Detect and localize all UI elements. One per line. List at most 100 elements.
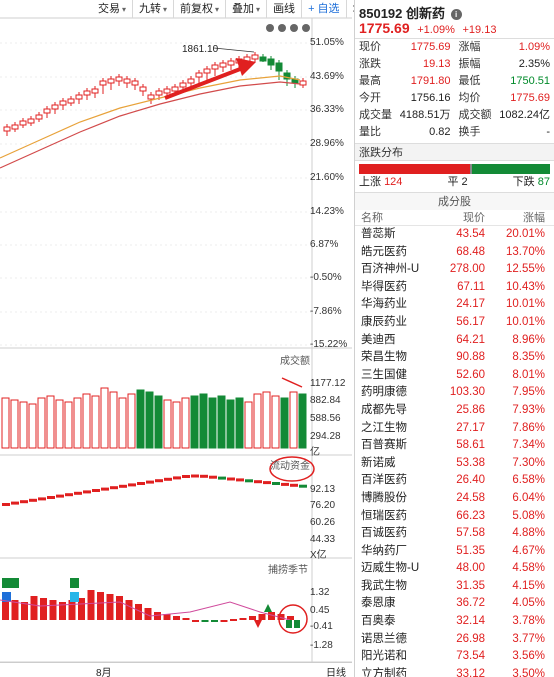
volume-y-tick-label: 1177.12: [310, 378, 346, 389]
constituent-row[interactable]: 华纳药厂 51.35 4.67%: [355, 543, 554, 561]
constituent-row[interactable]: 立方制药 33.12 3.50%: [355, 666, 554, 677]
change-value: +19.13: [462, 24, 497, 36]
flow-step: [74, 491, 82, 495]
constituent-name: 泰恩康: [361, 597, 396, 610]
constituent-name: 迈威生物-U: [361, 562, 420, 575]
constituent-name: 毕得医药: [361, 280, 407, 293]
constituent-change: 4.15%: [512, 579, 545, 592]
candle-body: [203, 68, 211, 74]
constituent-change: 4.67%: [512, 544, 545, 557]
constituent-row[interactable]: 泰恩康 36.72 4.05%: [355, 595, 554, 613]
candle-body: [131, 80, 139, 86]
chart-area[interactable]: 1861.10 交易▾九转▾前复权▾叠加▾画线+ 自选≫ 51.05% 43.69…: [0, 0, 372, 677]
quote-label: 今开: [359, 92, 381, 104]
candle-body: [179, 82, 187, 88]
add-watchlist-button[interactable]: + 自选: [302, 0, 347, 18]
flow-step: [38, 497, 46, 501]
quote-row: 现价 1775.69 涨幅 1.09%: [355, 39, 554, 56]
constituent-row[interactable]: 药明康德 103.30 7.95%: [355, 384, 554, 402]
volume-bar: [280, 397, 289, 449]
flow-y-tick-label: X亿: [310, 550, 327, 561]
constituent-row[interactable]: 成都先导 25.86 7.93%: [355, 402, 554, 420]
constituent-row[interactable]: 新诺威 53.38 7.30%: [355, 455, 554, 473]
candle-body: [67, 98, 75, 104]
col-change[interactable]: 涨幅: [523, 212, 545, 224]
constituent-price: 66.23: [456, 509, 485, 522]
flow-pane-title: 流动资金: [270, 461, 310, 472]
nine-turn-button[interactable]: 九转 ▾: [133, 0, 175, 18]
constituent-row[interactable]: 百济神州-U 278.00 12.55%: [355, 261, 554, 279]
constituent-price: 64.21: [456, 333, 485, 346]
volume-bar: [172, 401, 181, 449]
quote-cell: 现价 1775.69: [355, 39, 455, 56]
col-price[interactable]: 现价: [463, 212, 485, 224]
constituent-row[interactable]: 博腾股份 24.58 6.04%: [355, 490, 554, 508]
constituent-row[interactable]: 百诚医药 57.58 4.88%: [355, 525, 554, 543]
constituent-row[interactable]: 美迪西 64.21 8.96%: [355, 332, 554, 350]
kline-chart-svg[interactable]: 1861.10: [0, 0, 352, 662]
indicator-green-bar: [286, 620, 292, 628]
quote-cell: 振幅 2.35%: [455, 56, 554, 73]
quote-value: 1.09%: [518, 41, 550, 53]
candle-body: [275, 62, 283, 72]
constituent-price: 103.30: [449, 386, 485, 399]
trade-menu[interactable]: 交易 ▾: [92, 0, 134, 18]
flow-step: [209, 475, 217, 479]
indicator-bar: [287, 616, 294, 620]
quote-label: 涨幅: [458, 41, 481, 53]
constituent-row[interactable]: 荣昌生物 90.88 8.35%: [355, 349, 554, 367]
quote-grid: 现价 1775.69 涨幅 1.09% 涨跌 19.13 振幅 2.35% 最高 1791.80 最…: [355, 38, 554, 141]
constituent-price: 48.00: [456, 562, 485, 575]
constituent-row[interactable]: 阳光诺和 73.54 3.56%: [355, 648, 554, 666]
indicator-bar: [201, 620, 209, 622]
constituent-row[interactable]: 之江生物 27.17 7.86%: [355, 420, 554, 438]
constituent-price: 36.72: [456, 597, 485, 610]
constituent-row[interactable]: 华海药业 24.17 10.01%: [355, 296, 554, 314]
draw-line-button[interactable]: 画线: [267, 0, 303, 18]
constituent-name: 诺思兰德: [361, 632, 407, 645]
indicator-bar: [220, 620, 228, 622]
constituent-price: 73.54: [456, 650, 485, 663]
volume-bar: [37, 397, 46, 449]
constituent-row[interactable]: 百普赛斯 58.61 7.34%: [355, 437, 554, 455]
flow-step: [263, 481, 271, 485]
constituent-row[interactable]: 皓元医药 68.48 13.70%: [355, 244, 554, 262]
indicator-highlight-circle: [278, 604, 308, 634]
constituent-row[interactable]: 康辰药业 56.17 10.01%: [355, 314, 554, 332]
flow-step: [173, 476, 181, 480]
constituent-row[interactable]: 普蕊斯 43.54 20.01%: [355, 226, 554, 244]
overlay-menu[interactable]: 叠加 ▾: [226, 0, 268, 18]
quote-value: 1775.69: [410, 41, 451, 53]
candle-body: [299, 80, 307, 86]
constituent-row[interactable]: 三生国健 52.60 8.01%: [355, 367, 554, 385]
constituent-row[interactable]: 百奥泰 32.14 3.78%: [355, 613, 554, 631]
period-label[interactable]: 日线: [326, 668, 346, 677]
col-name[interactable]: 名称: [361, 212, 383, 224]
volume-bar: [109, 391, 118, 449]
volume-bar: [145, 391, 154, 449]
constituent-change: 7.86%: [512, 421, 545, 434]
quote-cell: 涨跌 19.13: [355, 56, 455, 73]
quote-label: 振幅: [458, 58, 481, 70]
constituent-row[interactable]: 毕得医药 67.11 10.43%: [355, 279, 554, 297]
indicator-bar: [21, 602, 28, 620]
constituents-header: 成分股: [355, 192, 554, 210]
constituent-row[interactable]: 百洋医药 26.40 6.58%: [355, 472, 554, 490]
info-icon[interactable]: i: [450, 9, 462, 20]
constituent-row[interactable]: 我武生物 31.35 4.15%: [355, 578, 554, 596]
constituent-row[interactable]: 迈威生物-U 48.00 4.58%: [355, 560, 554, 578]
flow-y-tick-label: 44.33: [310, 534, 336, 545]
volume-bar: [217, 395, 226, 449]
peak-leader-line: [213, 47, 255, 53]
quote-label: 量比: [359, 126, 381, 138]
volume-bar: [28, 403, 37, 449]
adjust-menu[interactable]: 前复权 ▾: [174, 0, 227, 18]
constituent-row[interactable]: 恒瑞医药 66.23 5.08%: [355, 508, 554, 526]
candle-body: [91, 88, 99, 94]
constituent-row[interactable]: 诺思兰德 26.98 3.77%: [355, 631, 554, 649]
constituent-name: 三生国健: [361, 368, 407, 381]
flow-step: [164, 477, 172, 481]
volume-y-tick-label: 588.56: [310, 413, 341, 424]
candle-body: [259, 56, 267, 62]
volume-y-tick-label: 882.84: [310, 395, 341, 406]
